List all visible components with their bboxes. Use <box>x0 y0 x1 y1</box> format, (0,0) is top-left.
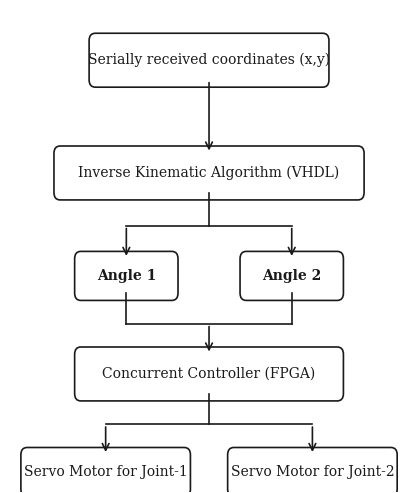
FancyBboxPatch shape <box>240 251 344 300</box>
Text: Concurrent Controller (FPGA): Concurrent Controller (FPGA) <box>102 367 316 381</box>
FancyBboxPatch shape <box>228 448 397 493</box>
FancyBboxPatch shape <box>89 33 329 87</box>
Text: Servo Motor for Joint-1: Servo Motor for Joint-1 <box>24 465 188 479</box>
Text: Serially received coordinates (x,y): Serially received coordinates (x,y) <box>88 53 330 68</box>
Text: Inverse Kinematic Algorithm (VHDL): Inverse Kinematic Algorithm (VHDL) <box>79 166 340 180</box>
Text: Angle 2: Angle 2 <box>262 269 321 283</box>
FancyBboxPatch shape <box>75 347 344 401</box>
Text: Angle 1: Angle 1 <box>97 269 156 283</box>
Text: Servo Motor for Joint-2: Servo Motor for Joint-2 <box>231 465 394 479</box>
FancyBboxPatch shape <box>21 448 191 493</box>
FancyBboxPatch shape <box>75 251 178 300</box>
FancyBboxPatch shape <box>54 146 364 200</box>
